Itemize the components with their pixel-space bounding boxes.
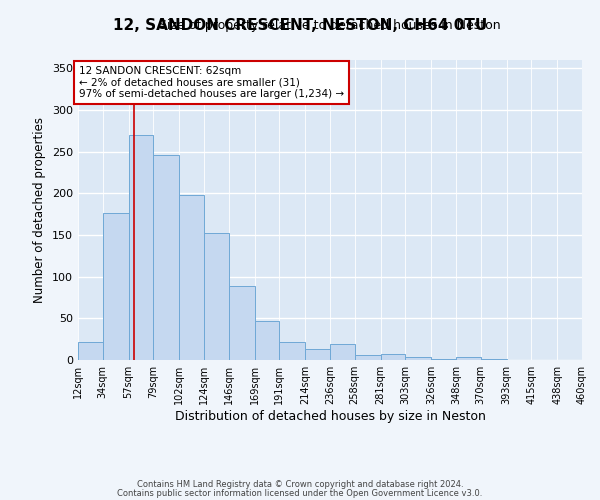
- Bar: [481, 359, 506, 360]
- Bar: [128, 135, 154, 360]
- Bar: [280, 342, 305, 360]
- Title: Size of property relative to detached houses in Neston: Size of property relative to detached ho…: [159, 20, 501, 32]
- Text: 12, SANDON CRESCENT, NESTON, CH64 0TU: 12, SANDON CRESCENT, NESTON, CH64 0TU: [113, 18, 487, 32]
- Bar: [78, 342, 103, 360]
- Text: Contains HM Land Registry data © Crown copyright and database right 2024.: Contains HM Land Registry data © Crown c…: [137, 480, 463, 489]
- Text: 12 SANDON CRESCENT: 62sqm
← 2% of detached houses are smaller (31)
97% of semi-d: 12 SANDON CRESCENT: 62sqm ← 2% of detach…: [79, 66, 344, 99]
- Bar: [254, 321, 280, 360]
- Bar: [103, 214, 128, 360]
- Bar: [406, 356, 431, 360]
- Bar: [204, 232, 229, 360]
- X-axis label: Distribution of detached houses by size in Neston: Distribution of detached houses by size …: [175, 410, 485, 423]
- Bar: [330, 344, 355, 360]
- Bar: [380, 354, 406, 360]
- Y-axis label: Number of detached properties: Number of detached properties: [34, 117, 46, 303]
- Bar: [229, 286, 254, 360]
- Bar: [154, 155, 179, 360]
- Bar: [456, 356, 481, 360]
- Bar: [355, 355, 380, 360]
- Bar: [431, 359, 456, 360]
- Bar: [179, 195, 204, 360]
- Text: Contains public sector information licensed under the Open Government Licence v3: Contains public sector information licen…: [118, 488, 482, 498]
- Bar: [305, 349, 330, 360]
